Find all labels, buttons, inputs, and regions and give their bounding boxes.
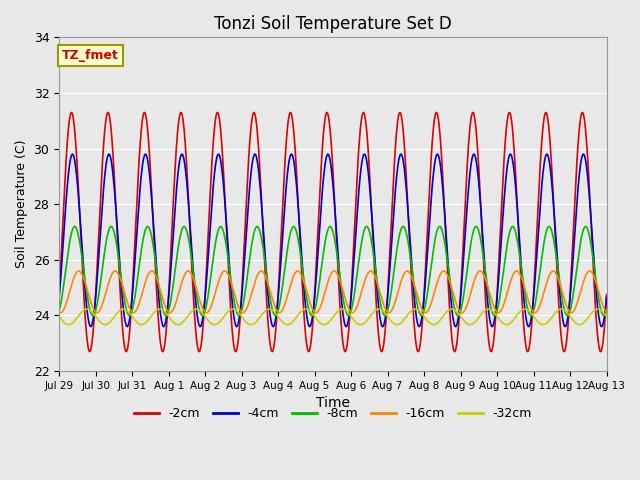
Legend: -2cm, -4cm, -8cm, -16cm, -32cm: -2cm, -4cm, -8cm, -16cm, -32cm <box>129 402 537 425</box>
Title: Tonzi Soil Temperature Set D: Tonzi Soil Temperature Set D <box>214 15 452 33</box>
Text: TZ_fmet: TZ_fmet <box>62 49 119 62</box>
Y-axis label: Soil Temperature (C): Soil Temperature (C) <box>15 140 28 268</box>
X-axis label: Time: Time <box>316 396 350 410</box>
